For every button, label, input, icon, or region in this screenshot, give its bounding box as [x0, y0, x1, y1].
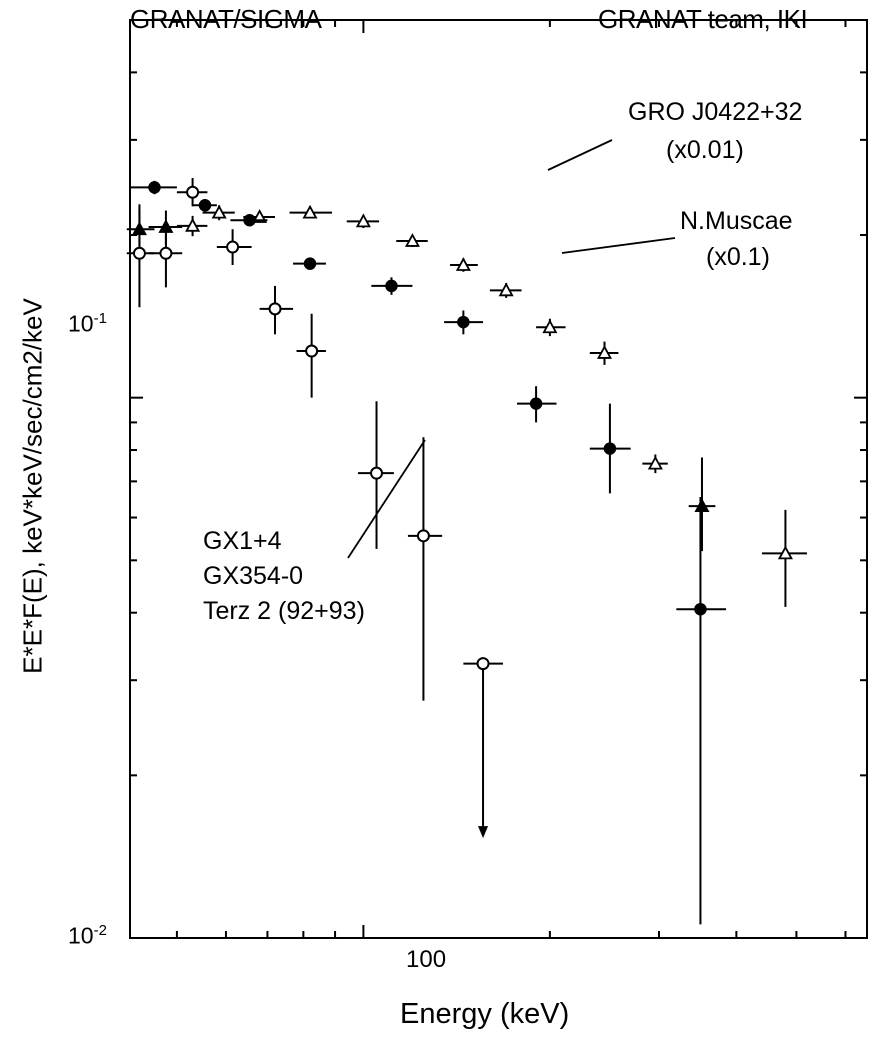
- data-point-filled-circle: [130, 180, 177, 195]
- data-point-filled-circle: [517, 386, 557, 423]
- plot-frame: [129, 19, 868, 939]
- marker-triangle: [596, 345, 613, 359]
- marker-triangle: [647, 455, 663, 470]
- series-filled-circle: [130, 180, 727, 925]
- data-point-filled-circle: [444, 310, 484, 335]
- series-open-triangle: [126, 204, 807, 607]
- data-point-open-triangle: [450, 257, 478, 272]
- data-marks: [126, 178, 807, 925]
- data-point-open-circle: [148, 223, 183, 288]
- label-gro-name: GRO J0422+32: [628, 98, 803, 126]
- marker-triangle: [302, 204, 318, 219]
- marker-filled-circle: [198, 199, 212, 212]
- data-point-open-triangle: [762, 509, 807, 607]
- y-axis-label: E*E*F(E), keV*keV/sec/cm2/keV: [17, 298, 48, 674]
- leader-gro: [547, 139, 613, 171]
- marker-open-circle: [132, 246, 146, 260]
- data-point-open-triangle: [396, 233, 428, 248]
- data-point-open-triangle: [202, 204, 235, 221]
- label-muscae-scale: (x0.1): [706, 243, 770, 271]
- label-muscae-name: N.Muscae: [680, 207, 793, 235]
- data-point-open-circle: [357, 401, 394, 549]
- data-point-open-triangle: [176, 215, 208, 237]
- upper-limit-arrow: [478, 826, 489, 839]
- marker-open-circle: [186, 185, 200, 199]
- leader-gx: [347, 439, 426, 559]
- x-axis-label: Energy (keV): [400, 998, 570, 1030]
- marker-filled-circle: [148, 181, 161, 194]
- marker-open-circle: [476, 657, 490, 671]
- data-point-filled-circle: [676, 496, 727, 925]
- axis-ticks: [130, 19, 867, 939]
- data-point-open-triangle: [536, 318, 566, 337]
- marker-triangle: [355, 213, 371, 228]
- data-point-filled-circle: [192, 199, 217, 212]
- marker-filled-circle: [603, 442, 617, 455]
- marker-filled-circle: [385, 279, 398, 293]
- marker-filled-circle: [457, 315, 470, 329]
- data-point-open-triangle: [489, 282, 522, 298]
- marker-filled-circle: [303, 257, 317, 270]
- marker-open-circle: [159, 246, 173, 260]
- data-point-open-circle: [463, 657, 503, 839]
- y-tick-label-0.1: 10-1: [68, 310, 107, 337]
- marker-triangle: [777, 545, 793, 560]
- data-point-filled-circle: [589, 403, 631, 494]
- marker-open-circle: [370, 466, 384, 480]
- marker-filled-circle: [529, 397, 543, 410]
- marker-triangle: [455, 257, 471, 271]
- y-tick-label-0.01: 10-2: [68, 922, 107, 949]
- header-left-label: GRANAT/SIGMA: [130, 4, 322, 34]
- data-point-open-circle: [176, 178, 208, 207]
- marker-triangle: [694, 498, 710, 512]
- data-point-filled-circle: [293, 257, 326, 270]
- marker-open-circle: [416, 529, 430, 543]
- label-gx-line2: GX354-0: [203, 562, 304, 590]
- marker-triangle: [252, 209, 268, 223]
- data-point-open-circle: [216, 229, 252, 266]
- data-point-open-circle: [296, 313, 326, 398]
- header-right-label: GRANAT team, IKI: [598, 4, 808, 34]
- x-tick-label-100: 100: [406, 946, 447, 973]
- data-point-open-triangle: [346, 213, 380, 229]
- data-point-open-triangle: [688, 457, 716, 552]
- data-point-open-triangle: [289, 204, 333, 219]
- data-point-filled-circle: [230, 213, 268, 227]
- data-point-open-circle: [259, 285, 294, 335]
- marker-triangle: [498, 282, 514, 297]
- marker-triangle: [185, 217, 201, 232]
- marker-triangle: [211, 204, 227, 219]
- label-gx-line1: GX1+4: [203, 527, 282, 555]
- data-point-filled-circle: [371, 277, 413, 295]
- marker-filled-circle: [243, 213, 256, 227]
- marker-open-circle: [268, 302, 282, 316]
- marker-triangle: [404, 233, 420, 247]
- marker-filled-circle: [694, 602, 707, 616]
- data-point-open-triangle: [589, 341, 619, 365]
- marker-open-circle: [226, 240, 240, 254]
- data-point-open-triangle: [642, 454, 668, 474]
- data-point-open-circle: [407, 437, 443, 701]
- series-open-circle: [126, 178, 503, 839]
- marker-triangle: [542, 319, 558, 334]
- label-gx-line3: Terz 2 (92+93): [203, 597, 365, 625]
- annotation-leaders: [347, 139, 676, 559]
- label-gro-scale: (x0.01): [666, 136, 744, 164]
- leader-muscae: [561, 237, 676, 254]
- marker-open-circle: [305, 344, 319, 358]
